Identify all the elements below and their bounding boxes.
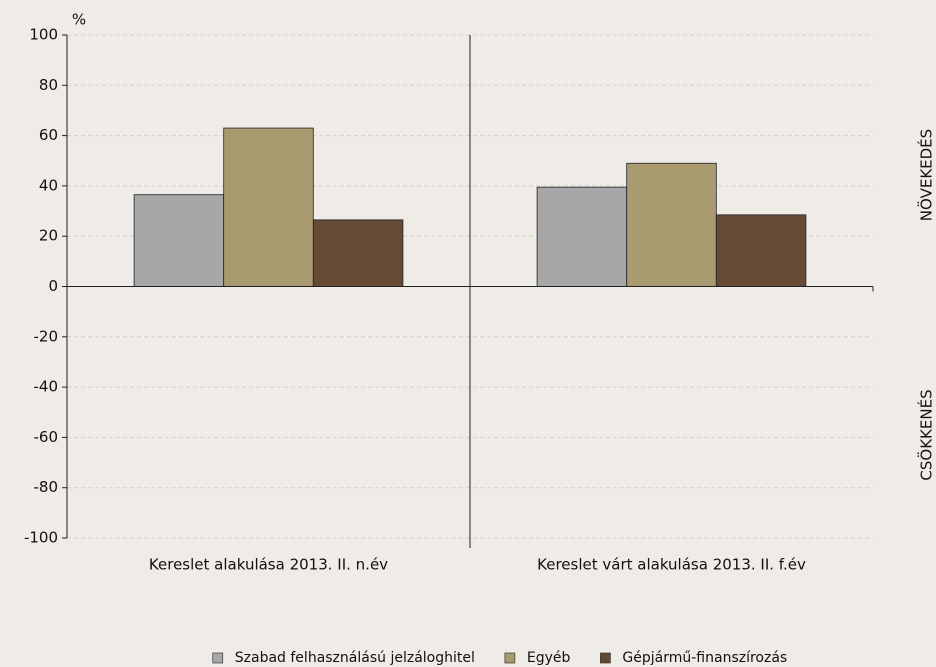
legend-label: Egyéb — [527, 650, 571, 666]
legend-swatch — [504, 652, 516, 664]
y-tick-label: -80 — [34, 478, 59, 496]
bar — [715, 214, 807, 287]
increase-label: NÖVEKEDÉS — [917, 129, 936, 221]
y-tick-label: 20 — [39, 227, 58, 245]
bar — [133, 194, 225, 287]
legend-label: Gépjármű-finanszírozás — [622, 650, 787, 666]
x-tick-label: Kereslet várt alakulása 2013. II. f.év — [537, 556, 806, 574]
bar — [223, 127, 314, 287]
legend-label: Szabad felhasználású jelzáloghitel — [235, 650, 475, 666]
legend-swatch — [212, 652, 224, 664]
y-tick-label: -100 — [24, 529, 58, 547]
bar — [536, 186, 628, 287]
legend-swatch — [600, 652, 611, 664]
y-tick-label: 60 — [39, 126, 58, 144]
y-tick-label: -60 — [34, 428, 59, 446]
unit-label: % — [72, 11, 86, 29]
y-tick-label: 0 — [48, 277, 58, 295]
y-tick-label: 80 — [39, 76, 58, 94]
x-tick-label: Kereslet alakulása 2013. II. n.év — [149, 556, 388, 574]
decrease-label: CSÖKKENÉS — [917, 389, 936, 480]
y-tick-label: 40 — [39, 176, 58, 194]
bar — [626, 162, 717, 287]
y-tick-label: -40 — [34, 378, 59, 396]
y-tick-label: -20 — [34, 327, 59, 345]
bar — [312, 219, 404, 287]
y-tick-label: 100 — [29, 26, 58, 44]
